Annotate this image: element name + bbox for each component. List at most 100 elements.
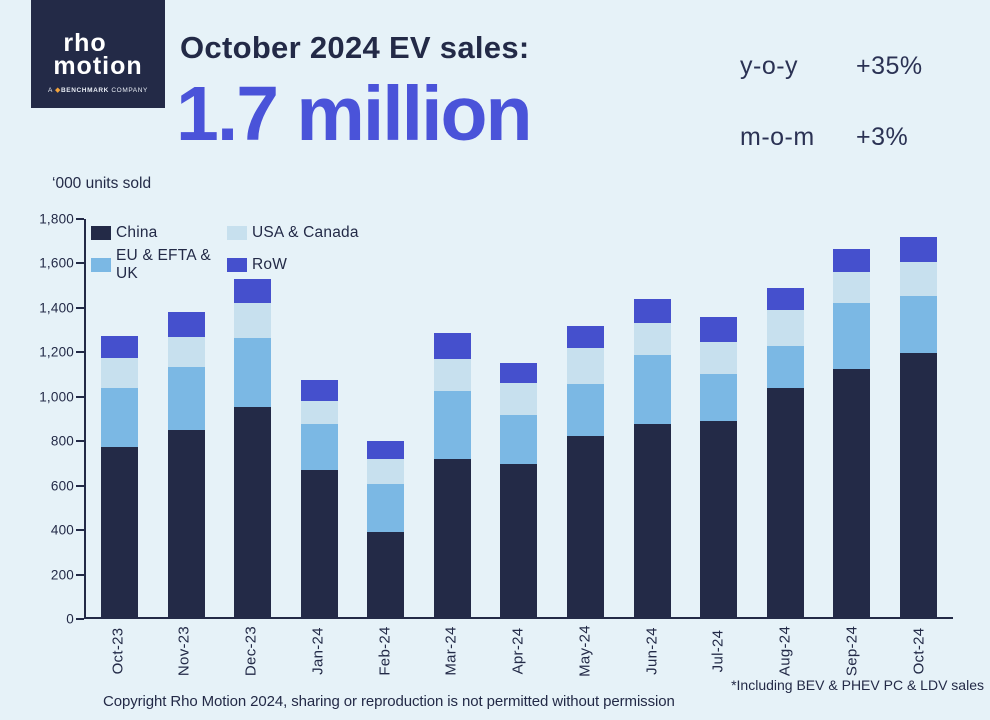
- x-label-cell: Sep-24: [833, 621, 870, 683]
- bar-segment-eu-efta-uk: [700, 373, 738, 422]
- bar-segment-row: [367, 441, 405, 459]
- x-tick-label: Oct-23: [109, 627, 126, 675]
- y-axis-labels: 0 200 400 600 800 1,000 1,200 1,400 1,600 1,800: [0, 212, 74, 627]
- bar-segment-china: [367, 531, 405, 617]
- bar-segment-row: [500, 362, 538, 383]
- legend-item-usa-canada: USA & Canada: [227, 224, 359, 242]
- bar-segment-china: [500, 464, 538, 617]
- y-tick-label: 1,800: [39, 211, 74, 227]
- y-tick-label: 800: [50, 433, 74, 449]
- bar-segment-usa-canada: [633, 322, 671, 355]
- bar-segment-usa-canada: [300, 401, 338, 424]
- bar-segment-usa-canada: [833, 272, 871, 304]
- bar-segment-china: [234, 406, 272, 617]
- stacked-bar-dec-23: [234, 219, 272, 617]
- x-tick-label: Aug-24: [776, 625, 794, 677]
- bar-segment-china: [567, 435, 605, 617]
- logo-sub-prefix: A: [48, 87, 53, 94]
- bar-segment-row: [833, 248, 871, 273]
- bar-segment-row: [433, 332, 471, 360]
- x-label-cell: Jun-24: [633, 621, 670, 683]
- y-tick-mark: [76, 618, 84, 620]
- y-tick-label: 600: [50, 478, 74, 494]
- stacked-bar-jan-24: [300, 219, 338, 617]
- y-tick-label: 1,400: [39, 300, 74, 316]
- x-tick-label: Mar-24: [442, 626, 460, 676]
- plot-area: [84, 219, 953, 619]
- bar-segment-row: [234, 278, 272, 304]
- bar-segment-china: [300, 469, 338, 617]
- stat-mom-value: +3%: [856, 123, 909, 151]
- bar-segment-eu-efta-uk: [300, 423, 338, 470]
- x-axis-labels: Oct-23 Nov-23 Dec-23 Jan-24 Feb-24 Mar-24 Apr-…: [84, 621, 953, 683]
- x-tick-label: Jun-24: [643, 627, 660, 675]
- y-tick-mark: [76, 573, 84, 576]
- legend-label: RoW: [252, 256, 288, 273]
- x-tick-label: May-24: [576, 625, 594, 677]
- y-tick-label: 0: [66, 611, 74, 627]
- bar-segment-eu-efta-uk: [167, 367, 205, 431]
- bar-segment-row: [300, 380, 338, 402]
- stacked-bar-oct-24: [899, 219, 937, 617]
- page-title: October 2024 EV sales:: [180, 30, 530, 65]
- y-tick-mark: [76, 395, 84, 398]
- x-label-cell: Apr-24: [500, 621, 537, 683]
- y-tick-mark: [76, 218, 84, 220]
- scope-footnote: *Including BEV & PHEV PC & LDV sales: [731, 677, 984, 693]
- bar-segment-eu-efta-uk: [433, 391, 471, 459]
- bar-segment-row: [567, 326, 605, 349]
- y-tick-label: 200: [50, 567, 74, 583]
- y-tick-mark: [76, 262, 84, 265]
- bar-segment-china: [433, 458, 471, 617]
- headline-value: 1.7 million: [176, 71, 533, 157]
- x-label-cell: Dec-23: [233, 621, 270, 683]
- bar-segment-usa-canada: [101, 358, 138, 389]
- y-tick-label: 1,200: [39, 344, 74, 360]
- x-tick-label: Sep-24: [843, 625, 861, 677]
- stat-yoy-label: y-o-y: [740, 52, 799, 80]
- x-tick-label: Apr-24: [509, 627, 527, 675]
- stat-mom: m-o-m +3%: [740, 123, 923, 152]
- y-tick-mark: [76, 484, 84, 487]
- y-tick-mark: [76, 351, 84, 354]
- bar-segment-eu-efta-uk: [766, 346, 804, 389]
- bar-segment-usa-canada: [367, 458, 405, 485]
- bar-segment-row: [899, 236, 937, 263]
- stacked-bar-mar-24: [433, 219, 471, 617]
- legend-item-row: RoW: [227, 247, 359, 283]
- bar-segment-china: [833, 369, 871, 617]
- x-tick-label: Jan-24: [309, 627, 327, 675]
- legend-label: EU & EFTA & UK: [116, 247, 211, 282]
- legend-item-china: China: [91, 224, 227, 242]
- x-tick-label: Feb-24: [376, 626, 393, 676]
- stacked-bar-jun-24: [633, 219, 671, 617]
- x-label-cell: Feb-24: [366, 621, 403, 683]
- x-label-cell: Aug-24: [767, 621, 804, 683]
- legend-swatch: [91, 258, 111, 272]
- x-label-cell: May-24: [566, 621, 603, 683]
- y-tick-mark: [76, 440, 84, 443]
- bar-segment-china: [700, 421, 738, 617]
- bar-segment-usa-canada: [567, 348, 605, 384]
- logo-subtitle: A ◆BENCHMARK COMPANY: [31, 86, 165, 94]
- stacked-bar-aug-24: [766, 219, 804, 617]
- rho-motion-logo: rho motion A ◆BENCHMARK COMPANY: [31, 0, 165, 108]
- y-tick-label: 400: [50, 522, 74, 538]
- x-label-cell: Jul-24: [700, 621, 737, 683]
- y-tick-label: 1,000: [39, 389, 74, 405]
- bar-segment-eu-efta-uk: [101, 388, 138, 447]
- bar-segment-row: [167, 311, 205, 338]
- bar-segment-eu-efta-uk: [899, 296, 937, 353]
- bar-segment-eu-efta-uk: [234, 338, 272, 407]
- bar-segment-usa-canada: [700, 341, 738, 374]
- stacked-bar-oct-23: [101, 219, 138, 617]
- y-axis-ticks: [76, 218, 84, 620]
- legend-swatch: [91, 226, 111, 240]
- legend-label: USA & Canada: [252, 224, 359, 241]
- stacked-bar-feb-24: [367, 219, 405, 617]
- bar-segment-eu-efta-uk: [367, 484, 405, 532]
- bar-segment-usa-canada: [766, 309, 804, 347]
- legend-swatch: [227, 226, 247, 240]
- y-tick-label: 1,600: [39, 255, 74, 271]
